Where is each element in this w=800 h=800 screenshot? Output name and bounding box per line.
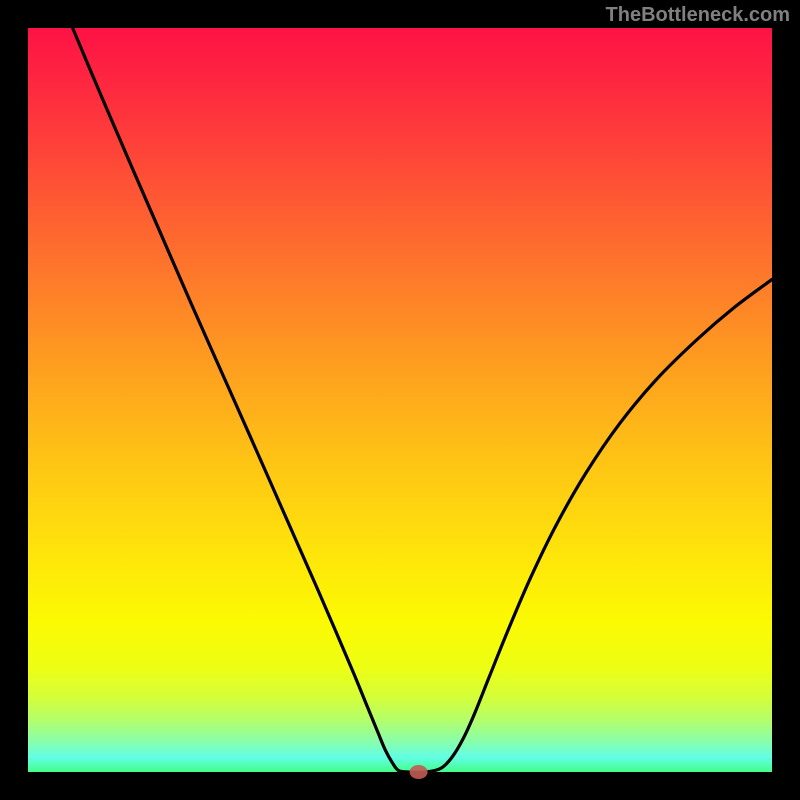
watermark-label: TheBottleneck.com	[606, 4, 790, 27]
chart-plot-area	[28, 28, 772, 772]
